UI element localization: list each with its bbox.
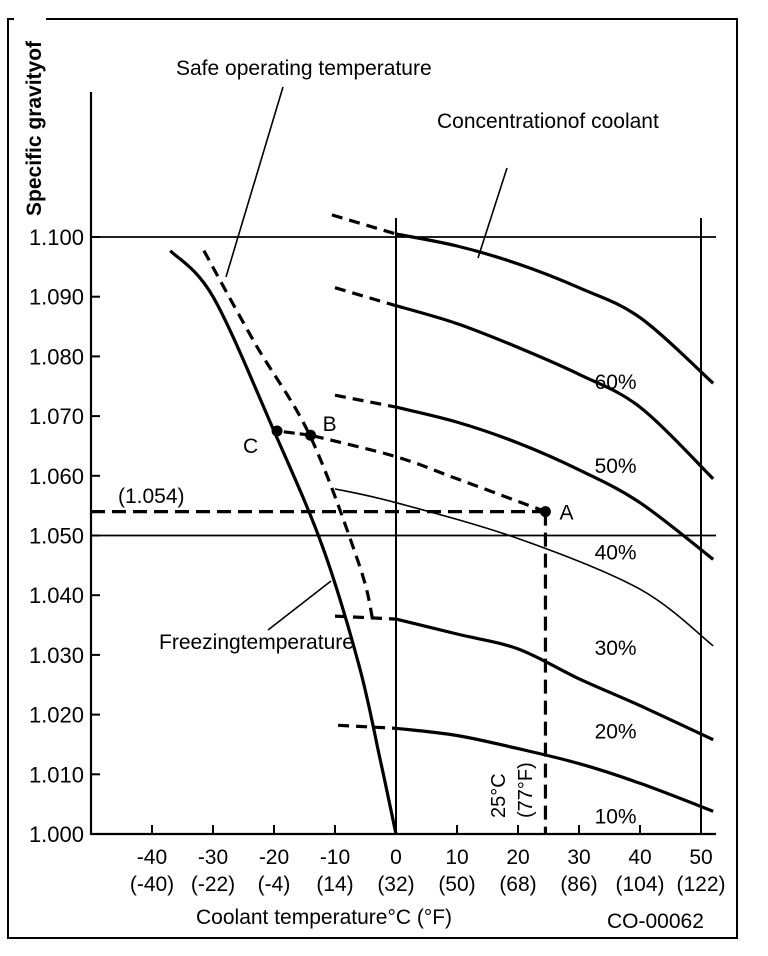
- leader-line-safe-operating: [225, 86, 284, 278]
- y-axis-label: Specific gravityof: [23, 40, 46, 216]
- series-layer: [169, 213, 715, 835]
- y-tick-label: 1.070: [29, 404, 84, 429]
- point-b: [305, 429, 317, 441]
- concentration-label: 10%: [595, 805, 637, 828]
- point-a: [539, 506, 551, 518]
- y-tick-label: 1.090: [29, 285, 84, 310]
- leader-line-concentration: [477, 167, 508, 259]
- x-tick-label-c: 50: [689, 846, 712, 869]
- concentration-label: 40%: [595, 541, 637, 564]
- point-label-b: B: [323, 413, 337, 436]
- x-tick-label-c: 20: [506, 846, 529, 869]
- figure-code: CO-00062: [607, 910, 704, 933]
- tick-labels: 1.100 1.090 1.080 1.070 1.060 1.050 1.040 1.030…: [29, 225, 726, 896]
- temp-reading-label-f: (77°F): [515, 762, 537, 818]
- guide-lines: [91, 429, 548, 834]
- concentration-curve-3-dashed: [334, 393, 397, 409]
- x-axis-label: Coolant temperature°C (°F): [196, 906, 452, 929]
- x-tick-label-c: 10: [445, 846, 468, 869]
- concentration-label: 60%: [595, 371, 637, 394]
- point-label-a: A: [559, 502, 573, 525]
- x-tick-label-c: 40: [628, 846, 651, 869]
- x-tick-label-f: (-40): [130, 873, 174, 896]
- line-b-to-c: [276, 429, 311, 437]
- outer-frame: [7, 18, 738, 939]
- safe-operating-temperature-curve-dashed: [202, 249, 375, 621]
- concentration-curve-6-dashed: [338, 723, 397, 730]
- points-layer: A B C: [243, 413, 573, 524]
- y-label-mask: [14, 0, 46, 220]
- y-tick-label: 1.010: [29, 762, 84, 787]
- x-tick-label-c: 30: [567, 846, 590, 869]
- y-tick-label: 1.040: [29, 583, 84, 608]
- temp-reading-label-c: 25°C: [488, 773, 510, 818]
- line-a-to-b: [310, 433, 547, 514]
- concentration-curve-2-dashed: [334, 286, 397, 308]
- y-tick-label: 1.000: [29, 822, 84, 847]
- x-tick-label-f: (50): [438, 873, 475, 896]
- x-tick-label-f: (-22): [191, 873, 235, 896]
- concentration-label: 50%: [595, 455, 637, 478]
- x-tick-label-f: (14): [316, 873, 353, 896]
- concentration-label: 20%: [595, 720, 637, 743]
- y-tick-label: 1.060: [29, 464, 84, 489]
- x-tick-label-f: (104): [615, 873, 664, 896]
- x-tick-label-f: (-4): [258, 873, 291, 896]
- point-c: [271, 425, 283, 437]
- y-tick-label: 1.020: [29, 703, 84, 728]
- y-tick-label: 1.080: [29, 344, 84, 369]
- x-tick-label-c: -40: [137, 846, 167, 869]
- x-tick-label-f: (122): [676, 873, 725, 896]
- concentration-curve-3: [395, 405, 715, 561]
- concentration-label: 30%: [595, 637, 637, 660]
- concentration-labels: 60% 50% 40% 30% 20% 10%: [595, 371, 637, 828]
- sg-reading-label: (1.054): [118, 485, 185, 508]
- y-tick-label: 1.050: [29, 524, 84, 549]
- x-tick-label-c: -20: [259, 846, 289, 869]
- x-tick-label-c: -10: [320, 846, 350, 869]
- concentration-curve-2: [395, 304, 715, 480]
- concentration-curve-5: [395, 617, 714, 742]
- axes: [89, 92, 716, 836]
- x-tick-label-f: (86): [560, 873, 597, 896]
- concentration-curve-1-dashed: [331, 213, 397, 236]
- x-tick-label-f: (68): [499, 873, 536, 896]
- x-tick-label-c: 0: [390, 846, 402, 869]
- point-label-c: C: [243, 435, 258, 458]
- concentration-curve-1: [395, 232, 715, 385]
- x-tick-label-f: (32): [377, 873, 414, 896]
- annotation-concentration-of-coolant: Concentrationof coolant: [437, 110, 659, 133]
- concentration-curve-4: [334, 488, 714, 647]
- leader-line-freezing: [267, 580, 332, 631]
- x-tick-label-c: -30: [198, 846, 228, 869]
- freezing-temperature-curve: [169, 249, 398, 835]
- annotation-freezing-temperature: Freezingtemperature: [159, 631, 354, 654]
- annotation-safe-operating-temperature: Safe operating temperature: [176, 57, 432, 80]
- y-tick-label: 1.100: [29, 225, 84, 250]
- concentration-curve-6: [395, 726, 714, 813]
- y-tick-label: 1.030: [29, 643, 84, 668]
